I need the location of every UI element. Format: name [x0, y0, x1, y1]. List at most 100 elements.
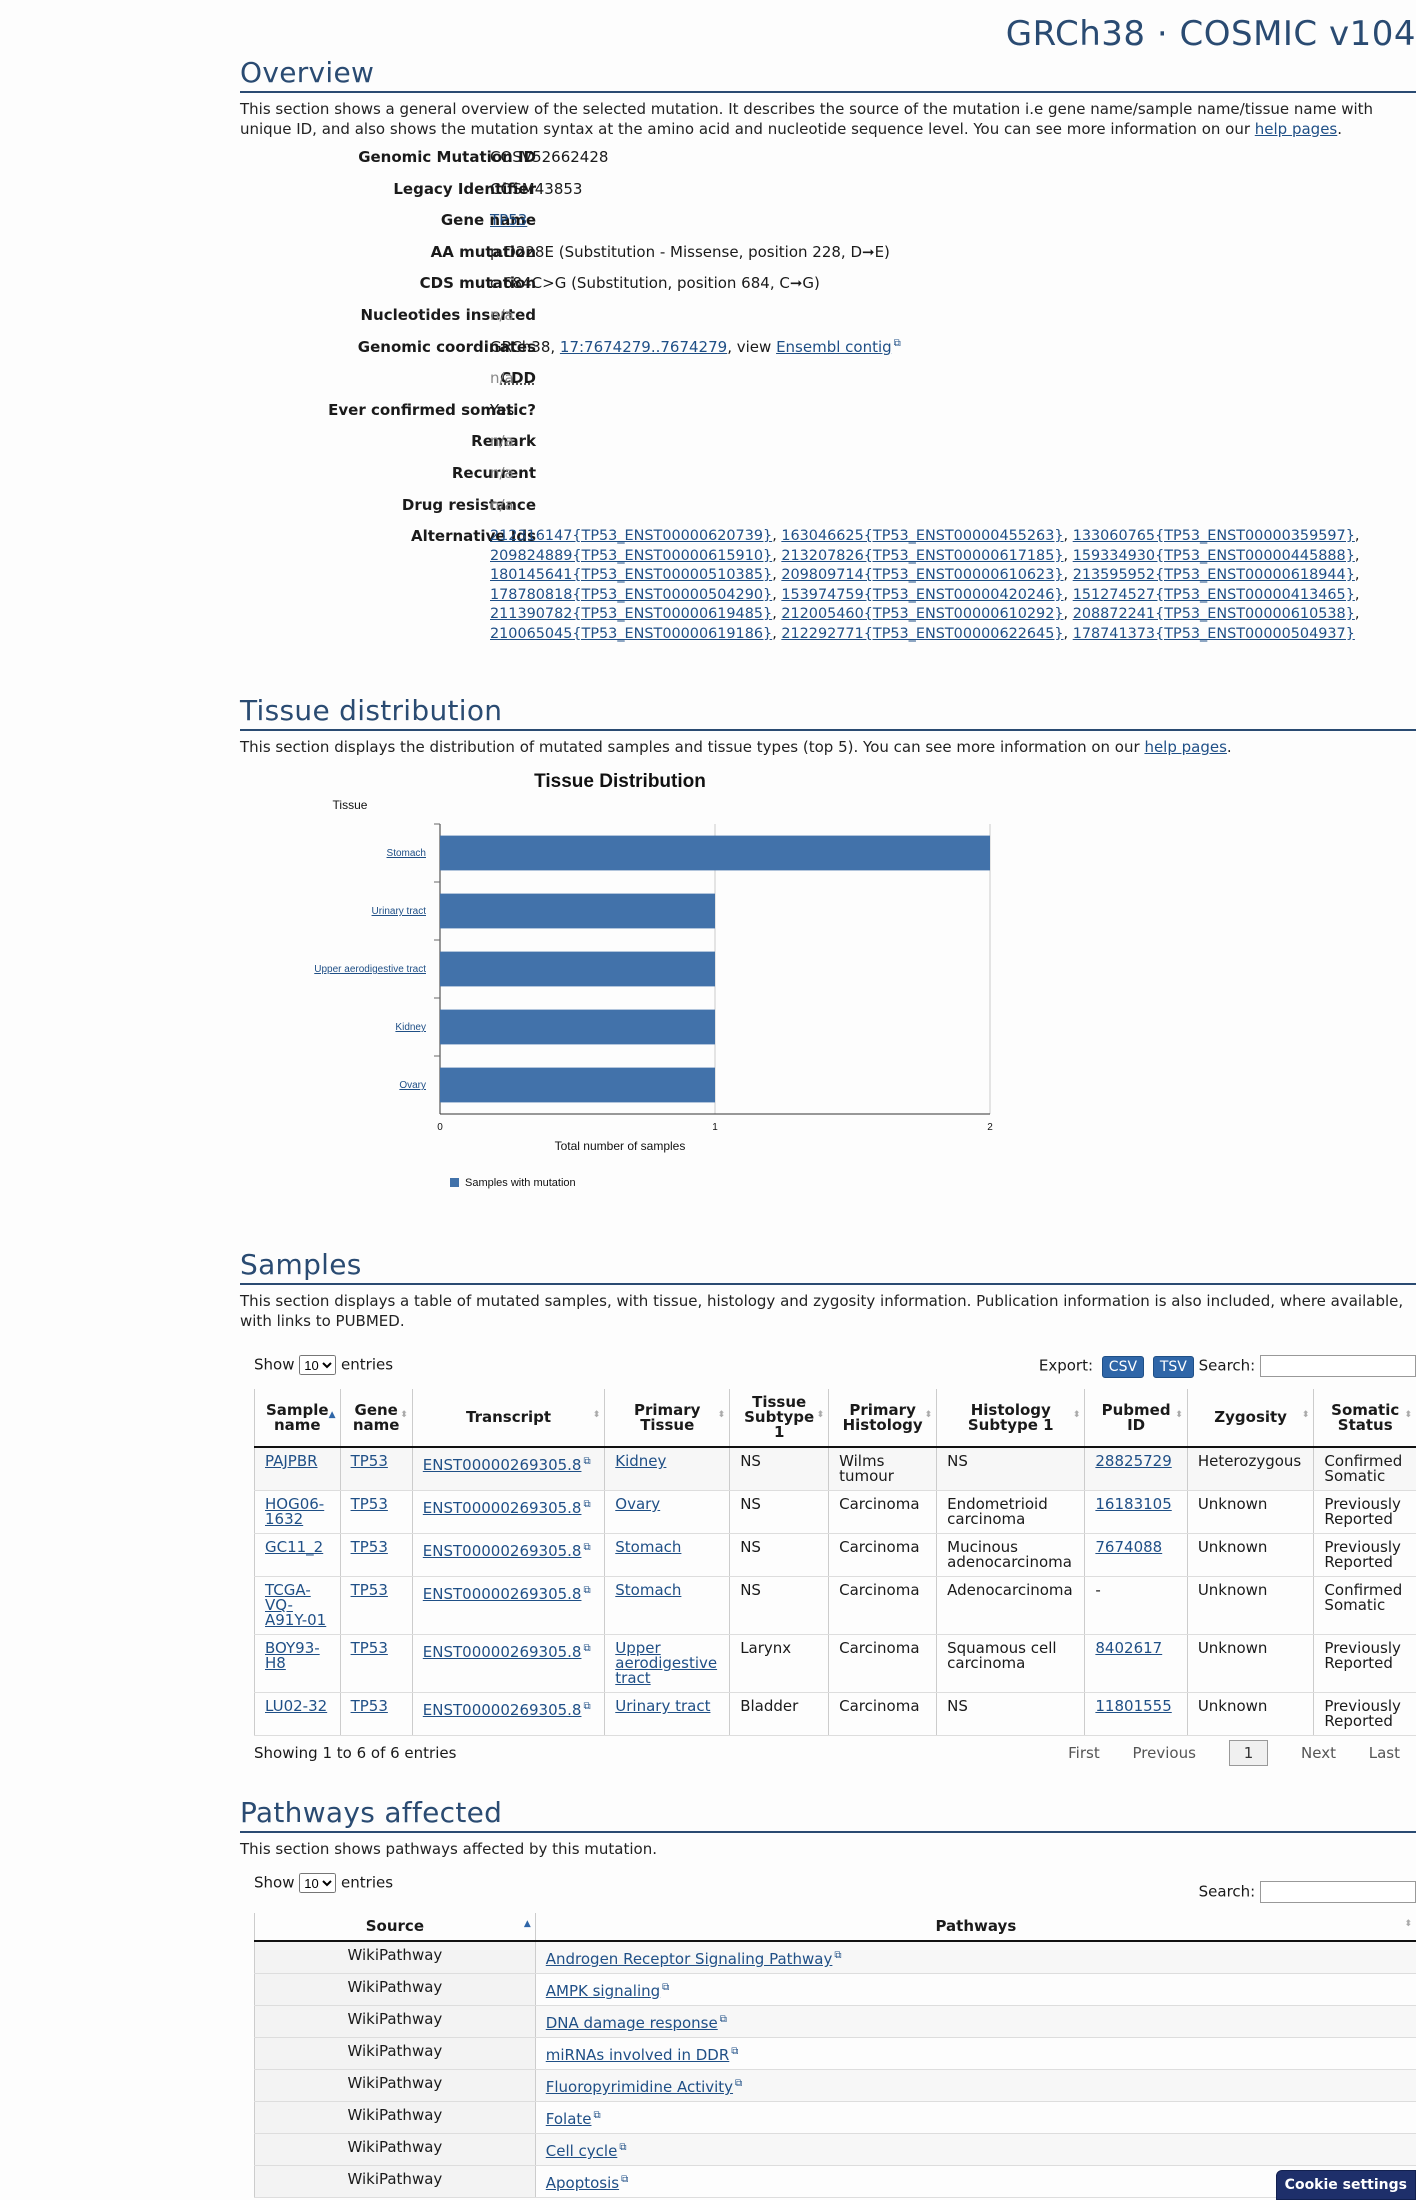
- column-header[interactable]: Sample name ▲: [254, 1389, 341, 1448]
- export-tsv-button[interactable]: TSV: [1152, 1355, 1194, 1378]
- tissue-distribution-chart: Tissue Distribution Tissue 0 1 2 Stomach Urina…: [314, 771, 993, 1189]
- alternative-id-link[interactable]: 163046625{TP53_ENST00000455263}: [781, 528, 1064, 545]
- cell-link[interactable]: TP53: [350, 1639, 388, 1657]
- alternative-id-link[interactable]: 213595952{TP53_ENST00000618944}: [1072, 567, 1355, 584]
- overview-help-link[interactable]: help pages: [1254, 120, 1338, 138]
- cell-link[interactable]: 28825729: [1095, 1452, 1172, 1470]
- pager-next[interactable]: Next: [1301, 1744, 1336, 1762]
- pathway-link[interactable]: Cell cycle: [545, 2142, 618, 2160]
- alternative-id-link[interactable]: 212005460{TP53_ENST00000610292}: [781, 606, 1064, 623]
- cookie-settings-button[interactable]: Cookie settings: [1275, 2170, 1416, 2200]
- cell-link[interactable]: TP53: [350, 1495, 388, 1513]
- cell-link[interactable]: Stomach: [615, 1581, 682, 1599]
- chart-category-label[interactable]: Upper aerodigestive tract: [314, 964, 426, 975]
- cell-link[interactable]: Ovary: [615, 1495, 661, 1513]
- pager-first[interactable]: First: [1068, 1744, 1100, 1762]
- alternative-id-link[interactable]: 213207826{TP53_ENST00000617185}: [781, 547, 1064, 564]
- ov-key: Drug resistance: [401, 495, 536, 514]
- cell-link[interactable]: Urinary tract: [615, 1697, 711, 1715]
- alternative-id-link[interactable]: 133060765{TP53_ENST00000359597}: [1072, 528, 1355, 545]
- alternative-id-link[interactable]: 178780818{TP53_ENST00000504290}: [490, 586, 773, 603]
- pathway-link[interactable]: miRNAs involved in DDR: [545, 2046, 730, 2064]
- pathway-link[interactable]: Fluoropyrimidine Activity: [545, 2078, 734, 2096]
- table-cell: BOY93-H8: [254, 1634, 341, 1693]
- cell-link[interactable]: 16183105: [1095, 1495, 1172, 1513]
- cell-link[interactable]: TCGA-VQ-A91Y-01: [265, 1581, 327, 1629]
- cell-link[interactable]: 11801555: [1095, 1697, 1172, 1715]
- pager-last[interactable]: Last: [1368, 1744, 1400, 1762]
- pathway-cell: AMPK signaling ⧉: [534, 1973, 1416, 2006]
- alternative-id-link[interactable]: 211390782{TP53_ENST00000619485}: [490, 606, 773, 623]
- column-header[interactable]: Gene name ⬍: [339, 1389, 413, 1448]
- gene-name-link[interactable]: TP53: [490, 211, 528, 230]
- cell-link[interactable]: Kidney: [615, 1452, 667, 1470]
- table-cell: Previously Reported: [1313, 1692, 1416, 1736]
- column-header[interactable]: Somatic Status ⬍: [1313, 1389, 1416, 1448]
- export-csv-button[interactable]: CSV: [1101, 1355, 1145, 1378]
- column-header[interactable]: Source ▲: [254, 1913, 536, 1942]
- pathway-link[interactable]: Folate: [545, 2110, 592, 2128]
- column-header[interactable]: Tissue Subtype 1 ⬍: [729, 1389, 829, 1448]
- alternative-id-link[interactable]: 209824889{TP53_ENST00000615910}: [490, 547, 773, 564]
- pathways-page-length-select[interactable]: 10: [299, 1873, 337, 1893]
- chart-category-label[interactable]: Urinary tract: [372, 906, 427, 917]
- cell-link[interactable]: ENST00000269305.8: [422, 1643, 582, 1661]
- column-header[interactable]: Zygosity ⬍: [1186, 1389, 1314, 1448]
- samples-search-input[interactable]: [1260, 1355, 1416, 1377]
- pathway-link[interactable]: Androgen Receptor Signaling Pathway: [545, 1950, 833, 1968]
- table-cell: Squamous cell carcinoma: [936, 1634, 1085, 1693]
- alternative-id-link[interactable]: 180145641{TP53_ENST00000510385}: [490, 567, 773, 584]
- column-header[interactable]: Pubmed ID ⬍: [1084, 1389, 1188, 1448]
- cell-link[interactable]: ENST00000269305.8: [422, 1456, 582, 1474]
- column-header-label: Sample name: [265, 1400, 329, 1434]
- pathway-link[interactable]: DNA damage response: [545, 2014, 718, 2032]
- pathways-search-input[interactable]: [1260, 1881, 1416, 1903]
- tissue-help-link[interactable]: help pages: [1144, 738, 1227, 756]
- coords-link[interactable]: 17:7674279..7674279: [559, 337, 728, 356]
- pathway-link[interactable]: Apoptosis: [545, 2174, 620, 2192]
- table-cell: ENST00000269305.8 ⧉: [411, 1692, 605, 1736]
- source-cell: WikiPathway: [254, 2069, 536, 2102]
- alternative-id-link[interactable]: 153974759{TP53_ENST00000420246}: [781, 586, 1064, 603]
- cell-link[interactable]: BOY93-H8: [265, 1639, 320, 1672]
- separator: ,: [1354, 606, 1360, 623]
- chart-category-label[interactable]: Stomach: [387, 848, 426, 859]
- alternative-id-link[interactable]: 159334930{TP53_ENST00000445888}: [1072, 547, 1355, 564]
- cell-link[interactable]: TP53: [350, 1581, 388, 1599]
- column-header[interactable]: Primary Tissue ⬍: [604, 1389, 730, 1448]
- cell-link[interactable]: GC11_2: [265, 1538, 324, 1556]
- cell-link[interactable]: ENST00000269305.8: [422, 1701, 582, 1719]
- cell-link[interactable]: 8402617: [1095, 1639, 1163, 1657]
- chart-category-label[interactable]: Ovary: [399, 1080, 426, 1091]
- alternative-id-link[interactable]: 178741373{TP53_ENST00000504937}: [1072, 625, 1355, 642]
- alternative-id-link[interactable]: 212292771{TP53_ENST00000622645}: [781, 625, 1064, 642]
- table-cell: TP53: [339, 1576, 413, 1635]
- cell-link[interactable]: Upper aerodigestive tract: [615, 1639, 718, 1687]
- pager-page-current[interactable]: 1: [1228, 1740, 1269, 1766]
- pathway-link[interactable]: AMPK signaling: [545, 1982, 661, 2000]
- cell-link[interactable]: LU02-32: [265, 1697, 328, 1715]
- cell-link[interactable]: Stomach: [615, 1538, 682, 1556]
- alternative-id-link[interactable]: 209809714{TP53_ENST00000610623}: [781, 567, 1064, 584]
- alternative-id-link[interactable]: 210065045{TP53_ENST00000619186}: [490, 625, 773, 642]
- alternative-id-link[interactable]: 208872241{TP53_ENST00000610538}: [1072, 606, 1355, 623]
- column-header[interactable]: Transcript ⬍: [411, 1389, 605, 1448]
- cell-link[interactable]: ENST00000269305.8: [422, 1542, 582, 1560]
- cell-link[interactable]: TP53: [350, 1452, 388, 1470]
- alternative-id-link[interactable]: 151274527{TP53_ENST00000413465}: [1072, 586, 1355, 603]
- alternative-id-link[interactable]: 212316147{TP53_ENST00000620739}: [490, 528, 773, 545]
- cell-link[interactable]: ENST00000269305.8: [422, 1499, 582, 1517]
- column-header[interactable]: Pathways ⬍: [534, 1913, 1416, 1942]
- cell-link[interactable]: HOG06-1632: [265, 1495, 325, 1528]
- column-header[interactable]: Histology Subtype 1 ⬍: [936, 1389, 1085, 1448]
- ensembl-contig-link[interactable]: Ensembl contig: [776, 337, 892, 356]
- cell-link[interactable]: TP53: [350, 1538, 388, 1556]
- chart-category-label[interactable]: Kidney: [395, 1022, 426, 1033]
- samples-page-length-select[interactable]: 10: [299, 1355, 337, 1375]
- pager-previous[interactable]: Previous: [1132, 1744, 1196, 1762]
- cell-link[interactable]: TP53: [350, 1697, 388, 1715]
- cell-link[interactable]: PAJPBR: [265, 1452, 318, 1470]
- cell-link[interactable]: ENST00000269305.8: [422, 1585, 582, 1603]
- column-header[interactable]: Primary Histology ⬍: [828, 1389, 937, 1448]
- cell-link[interactable]: 7674088: [1095, 1538, 1163, 1556]
